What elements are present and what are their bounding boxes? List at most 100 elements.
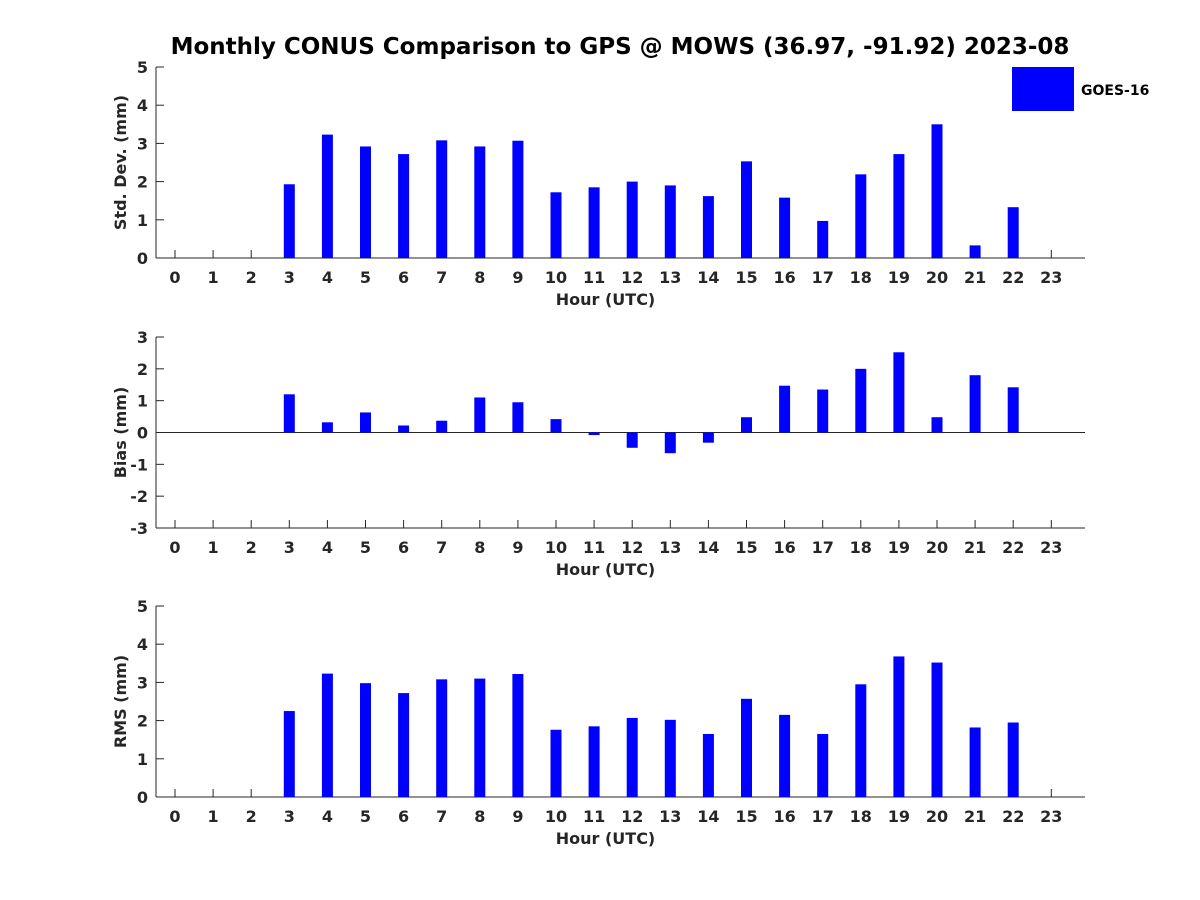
- bias-y-axis-label: Bias (mm): [111, 387, 130, 479]
- std-dev-xtick-label: 14: [697, 268, 719, 287]
- bias-bar-hour-15: [741, 417, 752, 433]
- std-dev-xtick-label: 16: [773, 268, 795, 287]
- std-dev-bar-hour-20: [931, 124, 943, 258]
- bias-ytick-label: 0: [137, 424, 148, 443]
- rms-ytick-label: 0: [137, 788, 148, 807]
- rms-bar-hour-3: [283, 711, 295, 797]
- std-dev-xtick-label: 8: [474, 268, 485, 287]
- rms-bar-hour-13: [664, 719, 676, 797]
- bias-xtick-label: 1: [208, 538, 219, 557]
- bias-bar-hour-8: [474, 397, 486, 433]
- rms-xtick-label: 22: [1002, 807, 1024, 826]
- std-dev-xtick-label: 1: [208, 268, 219, 287]
- std-dev-xtick-label: 5: [360, 268, 371, 287]
- rms-xtick-label: 23: [1040, 807, 1062, 826]
- bias-xtick-label: 4: [322, 538, 333, 557]
- bias-bar-hour-14: [702, 432, 714, 443]
- rms-ytick-label: 1: [137, 750, 148, 769]
- rms-xtick-label: 4: [322, 807, 333, 826]
- legend-label: GOES-16: [1081, 83, 1149, 99]
- bias-xtick-label: 8: [474, 538, 485, 557]
- bias-ytick-label: 1: [137, 392, 148, 411]
- std-dev-xtick-label: 13: [659, 268, 681, 287]
- std-dev-bar-hour-22: [1007, 207, 1019, 258]
- bias-xtick-label: 18: [850, 538, 872, 557]
- bias-bar-hour-11: [588, 432, 600, 436]
- std-dev-xtick-label: 10: [545, 268, 567, 287]
- rms-ytick-label: 5: [137, 597, 148, 616]
- rms-x-axis-label: Hour (UTC): [556, 829, 656, 848]
- std-dev-bar-hour-4: [321, 134, 333, 258]
- rms-bar-hour-14: [702, 733, 714, 797]
- bias-xtick-label: 11: [583, 538, 605, 557]
- rms-xtick-label: 17: [812, 807, 834, 826]
- std-dev-bar-hour-8: [474, 146, 486, 258]
- rms-xtick-label: 9: [512, 807, 523, 826]
- rms-xtick-label: 14: [697, 807, 719, 826]
- rms-xtick-label: 13: [659, 807, 681, 826]
- bias-xtick-label: 2: [246, 538, 257, 557]
- bias-bar-hour-4: [321, 422, 333, 433]
- std-dev-xtick-label: 2: [246, 268, 257, 287]
- bias-bar-hour-16: [779, 385, 791, 433]
- bias-bar-hour-7: [436, 420, 448, 433]
- bias-x-axis-label: Hour (UTC): [556, 560, 656, 579]
- std-dev-xtick-label: 17: [812, 268, 834, 287]
- rms-xtick-label: 7: [436, 807, 447, 826]
- rms-bar-hour-17: [817, 733, 829, 797]
- rms-bar-hour-11: [588, 726, 600, 797]
- std-dev-xtick-label: 4: [322, 268, 333, 287]
- rms-xtick-label: 3: [284, 807, 295, 826]
- std-dev-xtick-label: 21: [964, 268, 986, 287]
- rms-bar-hour-7: [436, 679, 448, 797]
- bias-xtick-label: 0: [169, 538, 180, 557]
- std-dev-bar-hour-11: [588, 187, 600, 258]
- rms-bar-hour-18: [855, 684, 867, 797]
- bias-ytick-label: -3: [130, 519, 148, 538]
- rms-bar-hour-8: [474, 678, 486, 797]
- std-dev-bar-hour-3: [283, 184, 295, 258]
- std-dev-bar-hour-7: [436, 140, 448, 258]
- std-dev-bar-hour-15: [741, 161, 752, 258]
- bias-ytick-label: -1: [130, 455, 148, 474]
- std-dev-bar-hour-13: [664, 185, 676, 258]
- std-dev-ytick-label: 5: [137, 58, 148, 77]
- rms-xtick-label: 1: [208, 807, 219, 826]
- bias-xtick-label: 16: [773, 538, 795, 557]
- std-dev-xtick-label: 11: [583, 268, 605, 287]
- legend-swatch: [1012, 67, 1074, 111]
- rms-xtick-label: 6: [398, 807, 409, 826]
- rms-bar-hour-5: [360, 683, 371, 797]
- bias-bar-hour-18: [855, 368, 867, 433]
- std-dev-xtick-label: 7: [436, 268, 447, 287]
- bias-xtick-label: 20: [926, 538, 948, 557]
- rms-xtick-label: 12: [621, 807, 643, 826]
- rms-xtick-label: 16: [773, 807, 795, 826]
- rms-bar-hour-16: [779, 714, 791, 797]
- bias-xtick-label: 12: [621, 538, 643, 557]
- std-dev-ytick-label: 4: [137, 96, 148, 115]
- bias-xtick-label: 10: [545, 538, 567, 557]
- rms-bar-hour-9: [512, 673, 524, 797]
- rms-xtick-label: 21: [964, 807, 986, 826]
- rms-xtick-label: 10: [545, 807, 567, 826]
- std-dev-bar-hour-21: [969, 245, 981, 258]
- rms-xtick-label: 0: [169, 807, 180, 826]
- rms-xtick-label: 2: [246, 807, 257, 826]
- std-dev-xtick-label: 6: [398, 268, 409, 287]
- bias-bar-hour-10: [550, 419, 562, 433]
- std-dev-bar-hour-5: [360, 146, 371, 258]
- std-dev-bar-hour-14: [702, 196, 714, 258]
- bias-bar-hour-22: [1007, 387, 1019, 433]
- rms-y-axis-label: RMS (mm): [111, 655, 130, 748]
- bias-bar-hour-13: [664, 432, 676, 454]
- bias-bar-hour-9: [512, 402, 524, 433]
- bias-bar-hour-20: [931, 417, 943, 433]
- std-dev-bar-hour-17: [817, 220, 829, 258]
- bias-xtick-label: 5: [360, 538, 371, 557]
- bias-bar-hour-17: [817, 389, 829, 433]
- std-dev-xtick-label: 23: [1040, 268, 1062, 287]
- std-dev-ytick-label: 1: [137, 211, 148, 230]
